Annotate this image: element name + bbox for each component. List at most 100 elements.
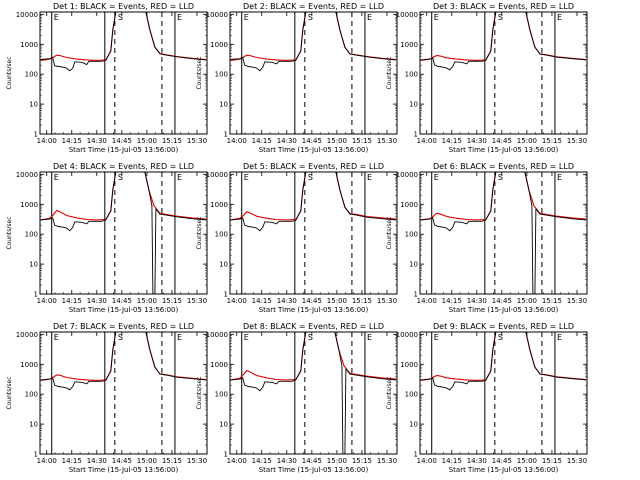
panel-title: Det 1: BLACK = Events, RED = LLD — [53, 2, 194, 11]
x-tick-label: 15:15 — [542, 137, 562, 145]
x-tick-label: 14:00 — [37, 457, 57, 465]
x-tick-label: 14:15 — [252, 457, 272, 465]
x-tick-label: 14:00 — [227, 137, 247, 145]
x-tick-label: 14:45 — [112, 297, 132, 305]
x-tick-label: 14:45 — [492, 297, 512, 305]
x-tick-label: 15:15 — [162, 457, 182, 465]
panel-det-9: Det 9: BLACK = Events, RED = LLD Counts/s… — [386, 322, 588, 474]
x-tick-label: 14:45 — [112, 457, 132, 465]
events-series-line — [420, 332, 587, 391]
y-tick-label: 10 — [29, 421, 38, 429]
plot-frame — [229, 331, 398, 455]
x-tick-label: 15:00 — [517, 137, 537, 145]
x-tick-label: 15:00 — [137, 297, 157, 305]
panel-det-5: Det 5: BLACK = Events, RED = LLD Counts/s… — [196, 162, 398, 314]
y-tick-label: 1 — [34, 291, 38, 299]
plot-frame — [39, 171, 208, 295]
x-tick-label: 15:30 — [377, 297, 397, 305]
x-tick-label: 14:15 — [252, 137, 272, 145]
series-group — [420, 172, 587, 294]
y-tick-label: 1 — [414, 451, 418, 459]
y-tick-label: 10 — [409, 261, 418, 269]
marker-label: E — [434, 13, 439, 22]
marker-label: E — [367, 173, 372, 182]
panel-title: Det 9: BLACK = Events, RED = LLD — [433, 322, 574, 331]
y-tick-label: 1000 — [20, 201, 38, 209]
y-tick-label: 1 — [414, 291, 418, 299]
events-series-line — [230, 12, 397, 72]
x-tick-label: 14:00 — [417, 457, 437, 465]
x-axis-label: Start Time (15-Jul-05 13:56:00) — [259, 466, 369, 474]
y-tick-label: 100 — [215, 71, 228, 79]
x-tick-label: 15:15 — [542, 457, 562, 465]
marker-label: E — [54, 173, 59, 182]
y-axis-label: Counts/sec — [196, 56, 203, 89]
plot-frame — [39, 11, 208, 135]
x-tick-label: 15:15 — [352, 137, 372, 145]
y-axis-label: Counts/sec — [6, 376, 13, 409]
x-tick-label: 15:15 — [352, 297, 372, 305]
marker-label: S — [118, 13, 123, 22]
panel-title: Det 3: BLACK = Events, RED = LLD — [433, 2, 574, 11]
y-tick-label: 100 — [25, 71, 38, 79]
x-tick-label: 15:30 — [187, 297, 207, 305]
marker-label: E — [367, 333, 372, 342]
y-tick-label: 10000 — [396, 331, 418, 339]
panel-det-1: Det 1: BLACK = Events, RED = LLD Counts/s… — [6, 2, 208, 154]
x-tick-label: 15:00 — [137, 137, 157, 145]
x-tick-label: 15:30 — [567, 457, 587, 465]
marker-label: S — [498, 13, 503, 22]
y-tick-label: 100 — [405, 231, 418, 239]
marker-label: S — [498, 333, 503, 342]
y-tick-label: 100 — [405, 71, 418, 79]
y-axis-label: Counts/sec — [386, 56, 393, 89]
series-group — [230, 172, 397, 232]
x-tick-label: 14:00 — [37, 137, 57, 145]
y-tick-label: 10000 — [16, 331, 38, 339]
series-group — [40, 12, 207, 72]
series-group — [40, 172, 207, 294]
plot-frame — [419, 11, 588, 135]
marker-label: E — [177, 173, 182, 182]
y-axis-label: Counts/sec — [386, 376, 393, 409]
x-tick-label: 14:30 — [467, 297, 487, 305]
plot-frame — [39, 331, 208, 455]
marker-label: E — [434, 333, 439, 342]
x-tick-label: 14:30 — [87, 137, 107, 145]
panel-det-7: Det 7: BLACK = Events, RED = LLD Counts/s… — [6, 322, 208, 474]
y-tick-label: 1000 — [210, 361, 228, 369]
x-tick-label: 14:15 — [62, 457, 82, 465]
panel-det-6: Det 6: BLACK = Events, RED = LLD Counts/s… — [386, 162, 588, 314]
marker-label: E — [54, 333, 59, 342]
y-tick-label: 100 — [25, 231, 38, 239]
x-tick-label: 15:30 — [377, 457, 397, 465]
x-tick-label: 15:15 — [352, 457, 372, 465]
plot-frame — [419, 331, 588, 455]
marker-label: S — [308, 13, 313, 22]
x-tick-label: 14:00 — [37, 297, 57, 305]
y-axis-label: Counts/sec — [6, 56, 13, 89]
x-tick-label: 15:30 — [187, 457, 207, 465]
y-tick-label: 10 — [409, 101, 418, 109]
marker-label: S — [308, 333, 313, 342]
x-tick-label: 14:45 — [302, 297, 322, 305]
marker-label: E — [557, 13, 562, 22]
marker-label: E — [177, 333, 182, 342]
plot-frame — [419, 171, 588, 295]
x-tick-label: 14:15 — [442, 297, 462, 305]
x-tick-label: 14:30 — [87, 297, 107, 305]
y-tick-label: 10000 — [396, 11, 418, 19]
x-tick-label: 15:30 — [567, 137, 587, 145]
marker-label: E — [244, 333, 249, 342]
x-tick-label: 14:45 — [492, 457, 512, 465]
y-tick-label: 10000 — [396, 171, 418, 179]
marker-label: E — [434, 173, 439, 182]
x-tick-label: 15:00 — [327, 457, 347, 465]
y-tick-label: 1000 — [210, 41, 228, 49]
x-axis-label: Start Time (15-Jul-05 13:56:00) — [259, 146, 369, 154]
y-tick-label: 10000 — [16, 171, 38, 179]
x-axis-label: Start Time (15-Jul-05 13:56:00) — [259, 306, 369, 314]
y-tick-label: 1000 — [20, 361, 38, 369]
x-tick-label: 14:30 — [277, 297, 297, 305]
